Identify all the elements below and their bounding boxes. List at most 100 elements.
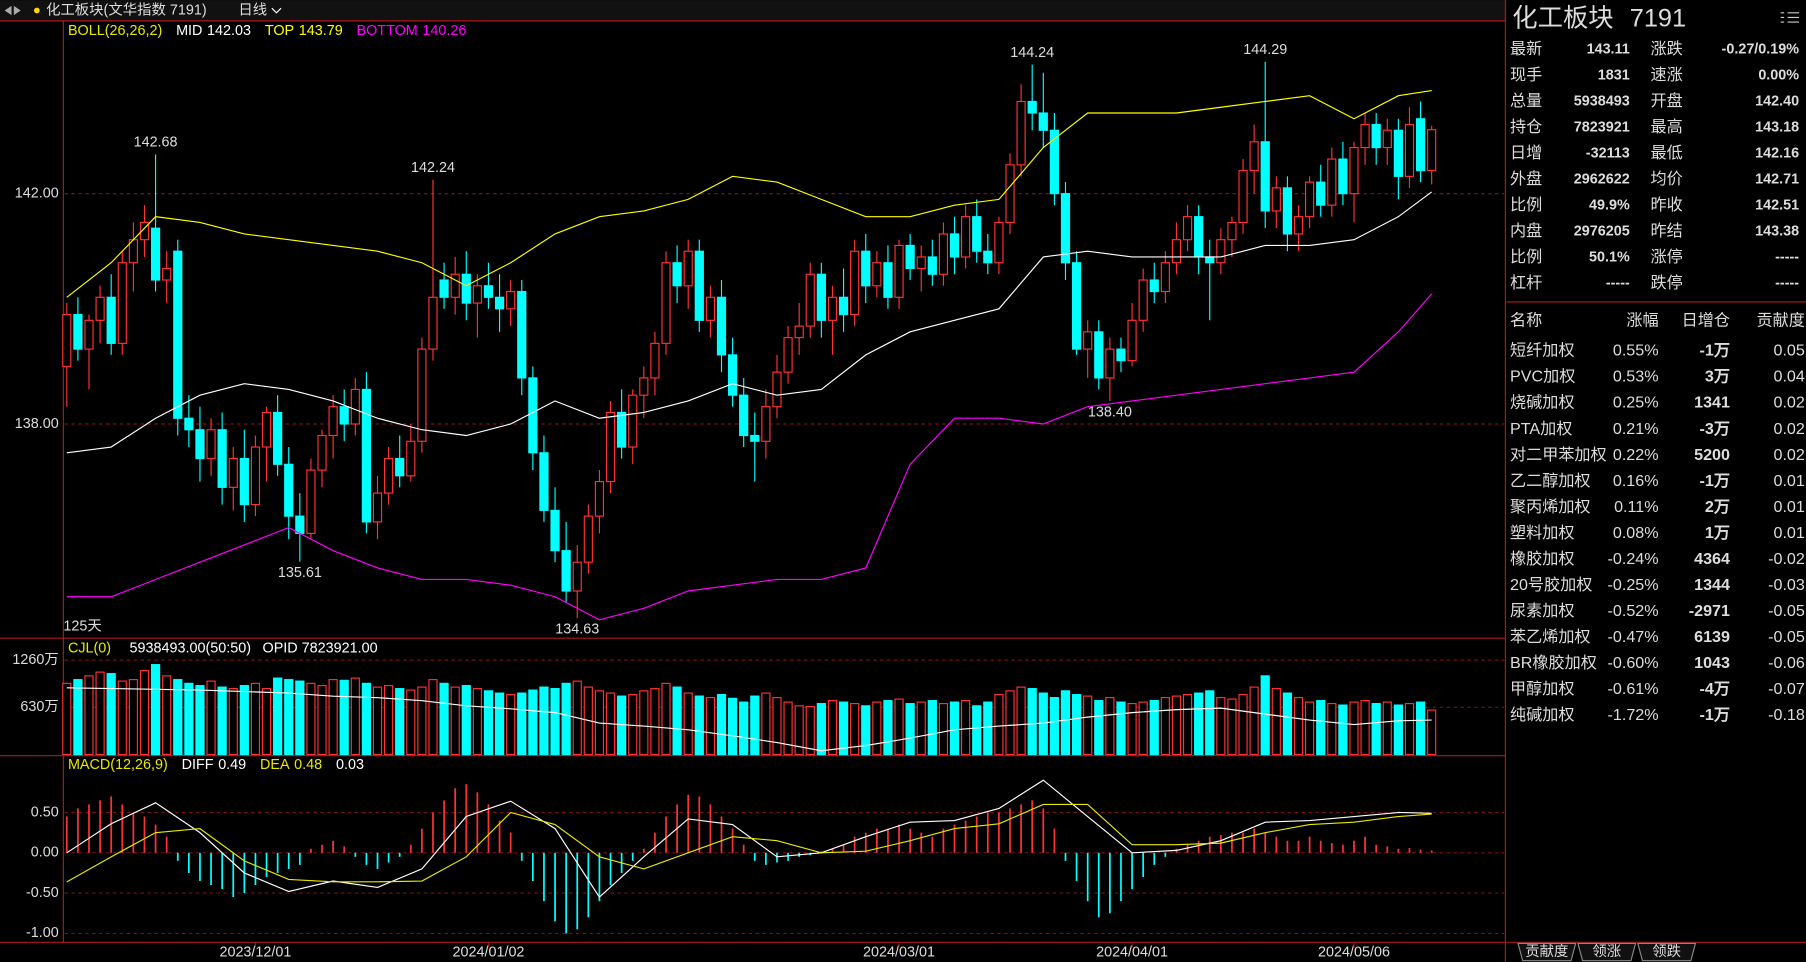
period-label: 125天 — [63, 618, 101, 634]
period-select[interactable]: 日线 — [238, 1, 267, 18]
tab-label[interactable]: 贡献度 — [1525, 943, 1568, 960]
candle-body — [184, 417, 194, 431]
volume-bar — [1216, 697, 1226, 756]
extreme-label: 142.24 — [411, 160, 455, 176]
legend-item: BOLL(26,26,2) — [68, 23, 162, 39]
candle-body — [1194, 216, 1204, 258]
volume-bar — [406, 689, 416, 756]
table-cell: 1万 — [1705, 524, 1730, 542]
table-cell: 乙二醇加权 — [1510, 472, 1591, 490]
table-cell: -0.07 — [1768, 680, 1805, 698]
volume-bar — [639, 690, 649, 756]
volume-bar — [1427, 709, 1437, 756]
legend-item: MID — [176, 23, 202, 39]
volume-bar — [827, 700, 838, 756]
candle-body — [1327, 158, 1337, 206]
candle-body — [1427, 129, 1437, 172]
volume-bar — [95, 671, 105, 756]
indicator-line — [66, 779, 1432, 899]
table-cell: -0.60% — [1608, 654, 1659, 672]
volume-bar — [1160, 697, 1170, 756]
table-cell: 甲醇加权 — [1510, 680, 1574, 698]
volume-bar — [261, 688, 272, 756]
y-tick-label: 0.50 — [31, 804, 59, 820]
quote-value: 143.11 — [1587, 41, 1630, 57]
candle-body — [439, 279, 449, 298]
table-header: 贡献度 — [1757, 312, 1805, 330]
candle-body — [1083, 331, 1093, 350]
candle-body — [850, 250, 860, 316]
candle-body — [716, 296, 727, 356]
volume-bar — [1371, 703, 1381, 756]
quote-label: 昨收 — [1651, 196, 1683, 214]
volume-bar — [1316, 700, 1326, 756]
table-cell: 0.04 — [1773, 368, 1804, 386]
candle-body — [139, 221, 150, 241]
quote-value: ----- — [1775, 276, 1799, 292]
candle-body — [62, 313, 72, 367]
quote-value: ----- — [1775, 250, 1799, 266]
quote-label: 开盘 — [1651, 91, 1683, 110]
quote-label: 跌停 — [1651, 274, 1683, 292]
candle-body — [195, 429, 205, 460]
volume-bar — [217, 686, 227, 756]
tab[interactable] — [1517, 942, 1577, 962]
legend-item: 140.26 — [422, 23, 466, 39]
candle-body — [84, 319, 94, 350]
volume-bar — [1071, 694, 1082, 756]
table-cell: 橡胶加权 — [1510, 550, 1574, 568]
volume-bar — [494, 692, 505, 756]
nav-icon[interactable] — [4, 5, 21, 16]
volume-bar — [150, 664, 161, 756]
tab-label[interactable]: 领跌 — [1652, 943, 1681, 960]
candle-body — [106, 296, 116, 344]
table-cell: -1万 — [1700, 472, 1730, 490]
candle-body — [927, 256, 937, 275]
candle-body — [295, 515, 305, 534]
quote-label: 杠杆 — [1510, 274, 1542, 292]
table-cell: 0.55% — [1613, 342, 1659, 360]
table-cell: -3万 — [1700, 420, 1730, 438]
status-dot — [33, 7, 40, 14]
indicator-line — [66, 293, 1433, 621]
volume-bar — [705, 697, 716, 756]
tab[interactable] — [1577, 942, 1637, 962]
quote-value: 1831 — [1598, 67, 1630, 83]
table-cell: -0.05 — [1768, 602, 1805, 620]
x-tick-label: 2024/04/01 — [1096, 944, 1168, 960]
volume-bar — [1349, 701, 1359, 756]
volume-bar — [672, 686, 682, 756]
candle-body — [261, 411, 272, 448]
legend-item: 0.49 — [218, 757, 246, 773]
volume-bar — [1404, 703, 1415, 756]
candle-body — [73, 313, 83, 350]
volume-bar — [317, 685, 327, 756]
table-cell: 烧碱加权 — [1510, 394, 1574, 412]
quote-label: 总量 — [1510, 92, 1542, 110]
menu-icon[interactable] — [1780, 12, 1800, 23]
candle-body — [894, 244, 904, 298]
volume-bar — [84, 675, 94, 756]
volume-bar — [1171, 695, 1182, 756]
volume-bar — [1382, 701, 1392, 756]
candle-body — [916, 256, 926, 270]
candle-body — [772, 371, 782, 408]
tab[interactable] — [1637, 942, 1697, 962]
volume-bar — [894, 698, 904, 756]
candle-body — [827, 296, 838, 321]
candle-body — [1282, 187, 1293, 235]
volume-bar — [1149, 700, 1159, 756]
candle-body — [1027, 100, 1037, 114]
volume-bar — [772, 697, 782, 756]
volume-bar — [1205, 690, 1215, 756]
chevron[interactable] — [271, 7, 282, 14]
volume-bar — [1005, 690, 1015, 756]
tab-label[interactable]: 领涨 — [1592, 943, 1621, 960]
table-cell: 3万 — [1705, 368, 1730, 386]
candle-body — [694, 250, 704, 321]
candle-body — [1238, 170, 1248, 223]
volume-bar — [483, 690, 494, 756]
quote-value: ----- — [1606, 276, 1630, 292]
y-tick-label: 0.00 — [31, 845, 59, 861]
table-cell: 20号胶加权 — [1510, 576, 1592, 594]
